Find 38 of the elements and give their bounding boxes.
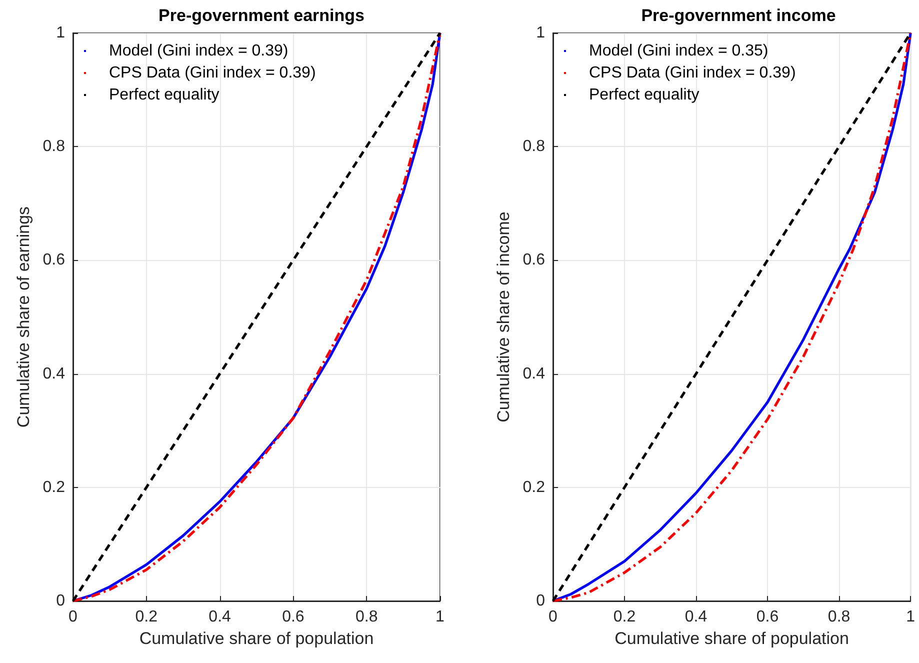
x-tick-label: 1 <box>906 608 916 626</box>
y-axis-title: Cumulative share of earnings <box>14 206 33 428</box>
y-tick-label: 0 <box>536 592 546 610</box>
y-tick-label: 0.2 <box>42 478 66 496</box>
x-tick-label: 0 <box>68 608 78 626</box>
y-tick-label: 0.6 <box>42 252 66 269</box>
y-tick-label: 0.2 <box>522 478 546 496</box>
x-tick-label: 0.6 <box>756 608 779 626</box>
x-tick-label: 0 <box>548 608 558 626</box>
x-tick-label: 0.2 <box>135 608 158 626</box>
x-tick-label: 0.4 <box>684 608 708 626</box>
chart-title: Pre-government income <box>641 6 836 25</box>
legend-label: Perfect equality <box>589 86 700 104</box>
legend-label: Perfect equality <box>109 86 220 104</box>
line-series <box>72 32 442 602</box>
x-axis-title: Cumulative share of population <box>614 628 849 648</box>
x-tick-label: 1 <box>436 608 445 626</box>
y-tick-label: 0 <box>56 592 66 610</box>
y-tick-label: 0.4 <box>522 365 546 382</box>
y-axis-title: Cumulative share of income <box>494 212 513 422</box>
legend-label: Model (Gini index = 0.39) <box>109 42 288 60</box>
legend-label: Model (Gini index = 0.35) <box>589 42 768 60</box>
y-tick-label: 0.4 <box>42 365 66 382</box>
y-tick-label: 0.8 <box>42 138 66 156</box>
x-tick-label: 0.2 <box>613 608 636 626</box>
x-axis-title: Cumulative share of population <box>139 628 374 648</box>
y-tick-label: 1 <box>56 24 66 42</box>
legend-label: CPS Data (Gini index = 0.39) <box>589 64 796 82</box>
x-tick-label: 0.8 <box>355 608 378 626</box>
chart-title: Pre-government earnings <box>158 6 364 25</box>
x-tick-label: 0.6 <box>282 608 304 626</box>
legend-label: CPS Data (Gini index = 0.39) <box>109 64 316 82</box>
y-tick-label: 1 <box>536 24 546 42</box>
x-tick-label: 0.8 <box>828 608 850 626</box>
y-tick-label: 0.8 <box>522 138 546 156</box>
x-tick-label: 0.4 <box>208 608 232 626</box>
y-tick-label: 0.6 <box>522 252 546 269</box>
line-series <box>552 32 912 602</box>
